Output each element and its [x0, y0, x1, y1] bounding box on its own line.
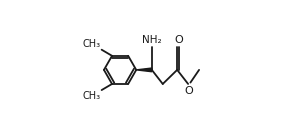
Text: O: O: [174, 35, 183, 45]
Text: NH₂: NH₂: [142, 35, 162, 44]
Text: CH₃: CH₃: [83, 39, 101, 49]
Polygon shape: [136, 68, 152, 72]
Text: CH₃: CH₃: [83, 91, 101, 101]
Text: O: O: [184, 86, 193, 96]
